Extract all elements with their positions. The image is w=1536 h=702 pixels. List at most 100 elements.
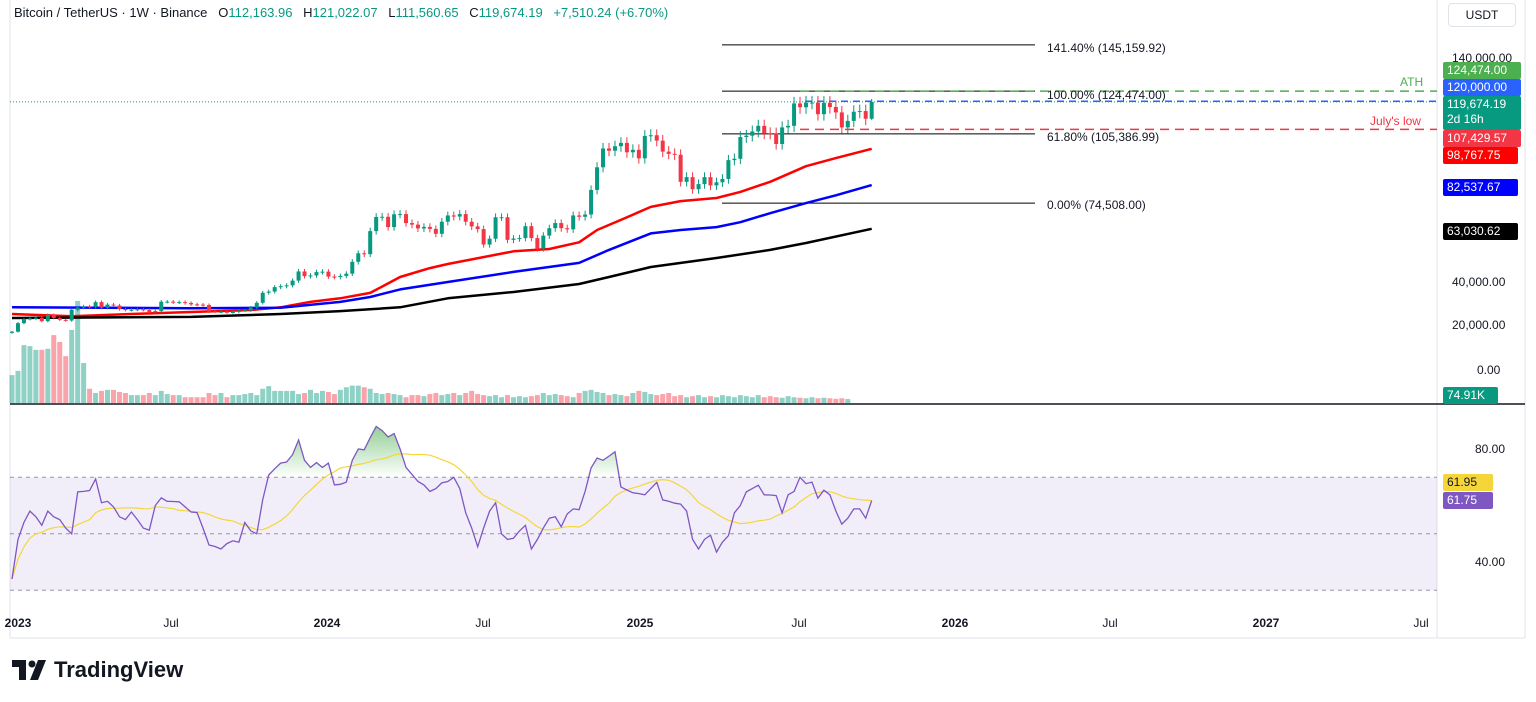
candle-body — [63, 319, 68, 321]
currency-button[interactable]: USDT — [1448, 3, 1516, 27]
price-axis-label: 40,000.00 — [1452, 275, 1506, 289]
rsi-axis-label: 80.00 — [1475, 442, 1506, 456]
volume-bar — [105, 389, 111, 403]
volume-bar — [343, 387, 349, 403]
volume-bar — [809, 397, 815, 403]
candle-body — [792, 103, 797, 126]
candle-body — [218, 311, 223, 313]
candle-body — [165, 301, 170, 303]
candle-body — [129, 309, 134, 311]
candle-body — [684, 177, 689, 182]
candle-body — [469, 221, 474, 227]
candle-body — [660, 140, 665, 152]
candle-body — [39, 317, 44, 322]
candle-body — [99, 302, 104, 308]
candle-body — [804, 102, 809, 108]
candle-body — [427, 226, 432, 229]
volume-bar — [164, 394, 170, 403]
candle-body — [827, 102, 832, 108]
candle-body — [392, 214, 397, 228]
candle-body — [642, 135, 647, 159]
candle-body — [630, 149, 635, 153]
tradingview-logo[interactable]: TradingView — [12, 657, 183, 683]
candle-body — [780, 127, 785, 144]
candle-body — [463, 214, 468, 222]
price-axis-label: 0.00 — [1477, 363, 1501, 377]
price-axis-label: 140,000.00 — [1452, 51, 1513, 65]
rsi-line — [11, 425, 873, 580]
volume-bar — [439, 395, 445, 403]
volume-bar — [302, 393, 308, 403]
low-label: L — [388, 5, 396, 20]
candle-body — [845, 120, 850, 128]
volume-bar — [672, 396, 678, 403]
candle-body — [774, 133, 779, 144]
volume-bar — [272, 390, 278, 403]
fib-label-141: 141.40% (145,159.92) — [1047, 41, 1166, 55]
candle-body — [601, 148, 606, 168]
candle-body — [595, 167, 600, 190]
candle-body — [553, 223, 558, 229]
volume-bar — [33, 349, 39, 403]
candle-body — [421, 226, 426, 229]
ma-blue-badge: 82,537.67 — [1443, 179, 1518, 196]
candle-body — [547, 228, 552, 236]
high-label: H — [303, 5, 313, 20]
candle-body — [224, 311, 229, 313]
volume-bar — [325, 391, 331, 403]
candle-body — [207, 305, 212, 312]
candle-body — [254, 302, 259, 308]
candle-body — [648, 135, 653, 137]
candle-body — [153, 311, 158, 313]
volume-bar — [588, 389, 594, 403]
candle-body — [356, 253, 361, 262]
candle-body — [798, 103, 803, 108]
volume-bar — [248, 393, 254, 403]
volume-bar — [576, 393, 582, 403]
fib-label-100: 100.00% (124,474.00) — [1047, 88, 1166, 102]
date-label: 2026 — [941, 616, 969, 630]
candle-body — [559, 223, 564, 229]
candle-body — [666, 151, 671, 154]
rsi-lines — [11, 425, 873, 580]
candle-body — [762, 125, 767, 134]
candle-body — [415, 224, 420, 229]
candle-body — [159, 301, 164, 312]
volume-bar — [403, 397, 409, 403]
candle-body — [607, 148, 611, 151]
volume-bar — [313, 393, 319, 403]
volume-bar — [21, 345, 27, 403]
volume-bar — [224, 397, 230, 403]
volume-bar — [713, 397, 719, 403]
volume-bar — [684, 397, 690, 403]
volume-bar — [725, 396, 731, 403]
volume-bar — [755, 395, 761, 403]
candle-body — [738, 137, 743, 159]
volume-bars — [9, 300, 851, 403]
volume-bar — [230, 395, 236, 403]
candle-body — [756, 125, 761, 132]
volume-bar — [761, 397, 767, 403]
volume-bar — [528, 396, 534, 403]
volume-bar — [296, 394, 302, 403]
candle-body — [368, 231, 373, 255]
symbol-header[interactable]: Bitcoin / TetherUS · 1W · Binance O112,1… — [14, 5, 675, 20]
candle-body — [69, 309, 74, 321]
date-label: Jul — [1413, 616, 1429, 630]
volume-bar — [660, 394, 666, 403]
volume-bar — [690, 396, 696, 403]
candle-body — [15, 323, 20, 332]
volume-bar — [773, 397, 779, 403]
candle-body — [768, 133, 773, 135]
volume-bar — [319, 390, 325, 403]
volume-bar — [397, 395, 403, 403]
volume-bar — [128, 395, 134, 403]
candle-body — [505, 217, 510, 240]
volume-bar — [731, 397, 737, 403]
symbol-title: Bitcoin / TetherUS · 1W · Binance — [14, 5, 208, 20]
volume-bar — [552, 394, 558, 403]
candle-body — [189, 303, 194, 305]
volume-bar — [803, 398, 809, 403]
volume-bar — [624, 396, 630, 403]
